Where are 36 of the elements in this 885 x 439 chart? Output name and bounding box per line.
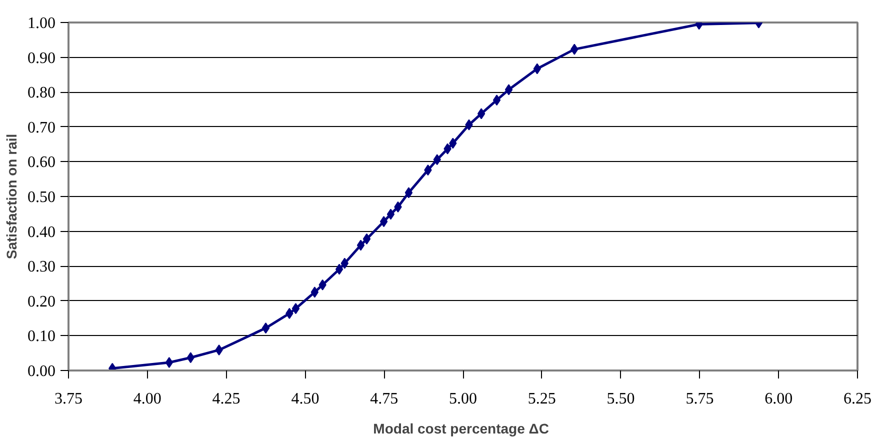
x-tick-label: 4.50: [291, 390, 320, 408]
y-tick-label: 0.30: [28, 258, 56, 276]
point: [504, 84, 513, 96]
y-tick-label: 0.10: [28, 328, 56, 346]
y-tick-label: 1.00: [28, 15, 56, 32]
x-tick-label: 4.00: [133, 390, 162, 408]
x-axis-title: Modal cost percentage ΔC: [373, 420, 549, 436]
point: [386, 208, 395, 220]
point: [262, 322, 270, 334]
y-tick-label: 0.50: [28, 189, 56, 206]
x-tick-label: 6.25: [844, 390, 872, 408]
y-tick-label: 0.00: [28, 363, 56, 380]
y-tick-label: 0.40: [28, 224, 56, 241]
x-tick-label: 5.25: [528, 390, 556, 408]
point: [165, 356, 174, 368]
x-tick-label: 5.75: [686, 390, 714, 408]
point: [404, 187, 413, 198]
y-tick-label: 0.20: [28, 293, 56, 310]
x-tick-label: 5.50: [606, 390, 635, 408]
point: [356, 240, 365, 251]
y-axis-title: Satisfaction on rail: [4, 134, 20, 260]
y-tick-label: 0.80: [28, 84, 56, 102]
y-tick-label: 0.70: [28, 119, 56, 136]
point: [380, 216, 388, 228]
x-tick-label: 3.75: [54, 390, 82, 408]
y-tick-label: 0.90: [28, 50, 56, 67]
point: [292, 303, 300, 314]
point: [477, 108, 486, 120]
point: [492, 94, 501, 106]
point: [335, 264, 344, 275]
x-tick-label: 4.25: [212, 390, 240, 408]
point: [362, 233, 371, 244]
x-tick-label: 5.00: [449, 390, 477, 408]
x-tick-label: 4.75: [370, 390, 398, 408]
x-tick-label: 6.00: [764, 390, 793, 408]
y-tick-label: 0.60: [28, 154, 56, 172]
